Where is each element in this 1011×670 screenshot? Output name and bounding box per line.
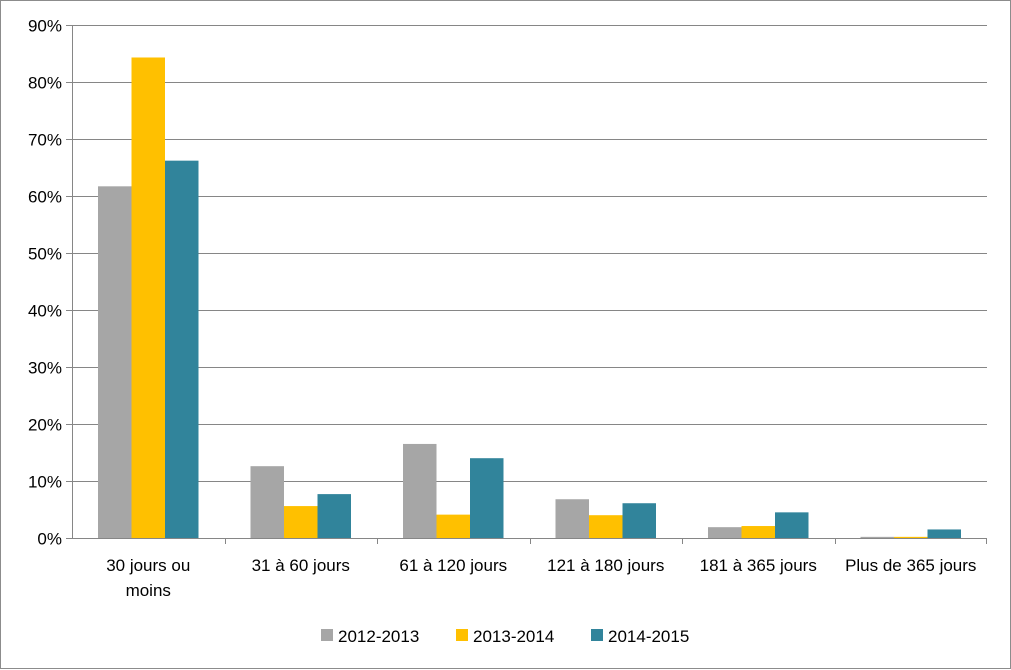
bar — [894, 536, 928, 538]
gridlines — [72, 25, 987, 482]
bar — [317, 494, 351, 538]
bar — [927, 529, 961, 538]
y-tick-label: 40% — [28, 302, 62, 321]
bar — [403, 443, 437, 538]
x-category-label: 121 à 180 jours — [547, 556, 664, 575]
legend-swatch — [456, 629, 468, 641]
y-tick-label: 80% — [28, 74, 62, 93]
bar — [708, 527, 742, 538]
y-tick-label: 10% — [28, 473, 62, 492]
y-tick-label: 0% — [37, 530, 62, 549]
y-tick-label: 20% — [28, 416, 62, 435]
bar — [284, 506, 318, 538]
bar — [860, 536, 894, 538]
x-category-label-line: Plus de 365 jours — [845, 556, 976, 575]
legend-swatch — [321, 629, 333, 641]
bar — [436, 514, 470, 538]
y-tick-label: 90% — [28, 17, 62, 36]
legend-label: 2014-2015 — [608, 627, 689, 646]
y-tick-label: 50% — [28, 245, 62, 264]
bar — [622, 503, 656, 538]
bar — [250, 466, 284, 538]
bar — [165, 160, 199, 538]
legend: 2012-2013 2013-2014 2014-2015 — [321, 627, 689, 646]
bar — [555, 499, 589, 538]
x-category-label-line: 61 à 120 jours — [399, 556, 507, 575]
x-category-label-line: 181 à 365 jours — [700, 556, 817, 575]
x-category-label: 181 à 365 jours — [700, 556, 817, 575]
bar — [131, 57, 165, 539]
x-category-label: Plus de 365 jours — [845, 556, 976, 575]
bars — [98, 57, 961, 539]
legend-label: 2013-2014 — [473, 627, 554, 646]
x-category-label: 61 à 120 jours — [399, 556, 507, 575]
bar — [470, 458, 504, 538]
bar — [741, 526, 775, 538]
bar — [589, 515, 623, 538]
bar — [98, 186, 132, 538]
bar — [775, 512, 809, 538]
y-axis-tick-labels: 0% 10% 20% 30% 40% 50% 60% 70% 80% 90% — [28, 17, 62, 549]
x-category-label-line: 121 à 180 jours — [547, 556, 664, 575]
y-tick-label: 70% — [28, 131, 62, 150]
legend-swatch — [591, 629, 603, 641]
axes — [66, 25, 987, 544]
x-category-label: 30 jours ou moins — [106, 556, 190, 600]
x-category-label: 31 à 60 jours — [252, 556, 350, 575]
legend-label: 2012-2013 — [338, 627, 419, 646]
y-tick-label: 30% — [28, 359, 62, 378]
y-tick-label: 60% — [28, 188, 62, 207]
x-category-label-line: moins — [126, 581, 171, 600]
x-axis-category-labels: 30 jours ou moins 31 à 60 jours 61 à 120 jo… — [106, 556, 976, 600]
x-category-label-line: 30 jours ou — [106, 556, 190, 575]
x-category-label-line: 31 à 60 jours — [252, 556, 350, 575]
